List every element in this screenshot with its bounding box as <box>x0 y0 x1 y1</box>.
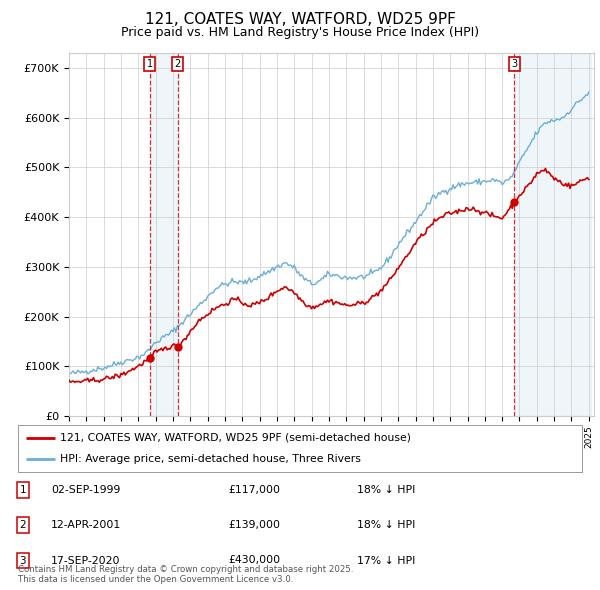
Text: 17% ↓ HPI: 17% ↓ HPI <box>357 556 415 565</box>
Text: £139,000: £139,000 <box>228 520 280 530</box>
Text: Contains HM Land Registry data © Crown copyright and database right 2025.
This d: Contains HM Land Registry data © Crown c… <box>18 565 353 584</box>
Text: 3: 3 <box>19 556 26 565</box>
Text: HPI: Average price, semi-detached house, Three Rivers: HPI: Average price, semi-detached house,… <box>60 454 361 464</box>
Text: 18% ↓ HPI: 18% ↓ HPI <box>357 520 415 530</box>
Text: 12-APR-2001: 12-APR-2001 <box>51 520 121 530</box>
Text: £430,000: £430,000 <box>228 556 280 565</box>
Bar <box>514 53 590 416</box>
Text: 121, COATES WAY, WATFORD, WD25 9PF (semi-detached house): 121, COATES WAY, WATFORD, WD25 9PF (semi… <box>60 432 412 442</box>
Text: 121, COATES WAY, WATFORD, WD25 9PF: 121, COATES WAY, WATFORD, WD25 9PF <box>145 12 455 27</box>
Text: £117,000: £117,000 <box>228 485 280 494</box>
Bar <box>150 53 178 416</box>
Text: 2: 2 <box>19 520 26 530</box>
Text: Price paid vs. HM Land Registry's House Price Index (HPI): Price paid vs. HM Land Registry's House … <box>121 26 479 39</box>
Text: 3: 3 <box>511 59 518 69</box>
Text: 18% ↓ HPI: 18% ↓ HPI <box>357 485 415 494</box>
Text: 2: 2 <box>175 59 181 69</box>
Text: 17-SEP-2020: 17-SEP-2020 <box>51 556 121 565</box>
Text: 02-SEP-1999: 02-SEP-1999 <box>51 485 121 494</box>
Text: 1: 1 <box>147 59 153 69</box>
Text: 1: 1 <box>19 485 26 494</box>
